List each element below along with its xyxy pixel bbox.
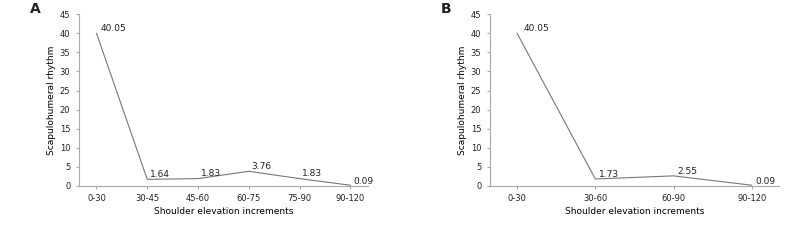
Text: 1.73: 1.73	[599, 170, 619, 179]
Y-axis label: Scapulohumeral rhythm: Scapulohumeral rhythm	[46, 45, 56, 155]
Text: 40.05: 40.05	[101, 24, 126, 33]
Text: 2.55: 2.55	[678, 167, 697, 176]
X-axis label: Shoulder elevation increments: Shoulder elevation increments	[565, 207, 704, 216]
Text: 3.76: 3.76	[251, 162, 272, 171]
Text: 40.05: 40.05	[523, 24, 549, 33]
Text: A: A	[29, 2, 40, 16]
Y-axis label: Scapulohumeral rhythm: Scapulohumeral rhythm	[457, 45, 467, 155]
Text: 0.09: 0.09	[756, 177, 776, 186]
X-axis label: Shoulder elevation increments: Shoulder elevation increments	[153, 207, 293, 216]
Text: 1.83: 1.83	[201, 169, 220, 178]
Text: 1.64: 1.64	[150, 170, 170, 179]
Text: B: B	[441, 2, 451, 16]
Text: 0.09: 0.09	[353, 177, 373, 186]
Text: 1.83: 1.83	[302, 169, 322, 178]
